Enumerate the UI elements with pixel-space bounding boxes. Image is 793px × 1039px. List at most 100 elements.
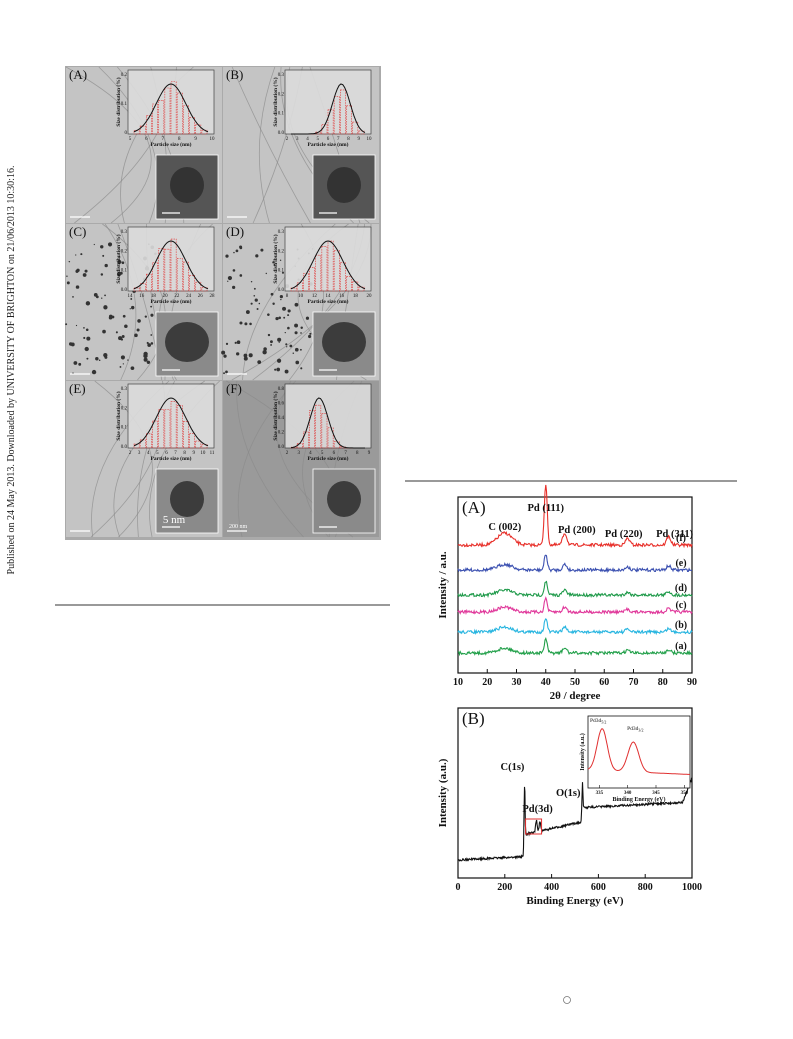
curve-label: (f): [676, 533, 686, 544]
particle: [131, 305, 135, 310]
particle: [257, 360, 262, 364]
tem-texture: [236, 380, 304, 538]
particle: [103, 305, 108, 310]
x-tick-label: 4: [309, 451, 312, 456]
peak-name: Pd3d: [627, 726, 639, 732]
xps-curve: [457, 777, 693, 862]
panel-label: (B): [226, 67, 243, 82]
x-tick-label: 8: [183, 451, 186, 456]
x-tick-label: 30: [512, 677, 522, 688]
particle: [119, 256, 121, 258]
x-tick-label: 3: [138, 451, 141, 456]
x-tick-label: 8: [286, 294, 289, 299]
y-axis-title: Size distribution (%): [272, 77, 279, 126]
y-tick-label: 0.3: [121, 387, 128, 392]
particle: [258, 302, 261, 305]
particle: [275, 316, 279, 321]
panel-label: (D): [226, 224, 244, 239]
particle: [100, 245, 104, 249]
particle: [276, 358, 282, 363]
nanoparticle: [322, 322, 366, 362]
x-tick-label: 22: [174, 294, 180, 299]
x-tick-label: 24: [186, 294, 192, 299]
particle: [85, 328, 89, 332]
x-tick-label: 2: [286, 137, 289, 142]
y-tick-label: 0.2: [278, 249, 285, 254]
particle: [137, 319, 141, 323]
y-tick-label: 0.3: [278, 73, 285, 78]
hist-box: [127, 69, 215, 135]
peak-label: Pd3d3/2: [627, 726, 643, 733]
particle: [265, 272, 267, 275]
particle: [136, 328, 140, 332]
peak-label: C (002): [488, 522, 521, 533]
hist-bar: [152, 420, 158, 449]
x-tick-label: 6: [333, 451, 336, 456]
particle: [120, 355, 125, 360]
hist-bar: [346, 276, 352, 292]
y-axis-title: Intensity (a.u.): [579, 733, 586, 771]
x-tick-label: 18: [151, 294, 157, 299]
x-tick-label: 4: [306, 137, 309, 142]
hist-bar: [315, 254, 322, 292]
particle: [82, 273, 87, 277]
peak-label: Pd(3d): [522, 804, 553, 815]
particle: [232, 285, 236, 289]
particle: [272, 261, 275, 264]
particle: [100, 273, 104, 276]
particle: [305, 316, 310, 320]
x-tick-label: 335: [596, 791, 604, 796]
x-axis-title: 2θ / degree: [550, 690, 601, 702]
particle: [84, 269, 88, 273]
x-tick-label: 16: [139, 294, 145, 299]
hist-bar: [139, 283, 146, 292]
x-tick-label: 50: [570, 677, 580, 688]
x-tick-label: 5: [156, 451, 159, 456]
x-axis-title: Particle size (nm): [308, 455, 349, 462]
particle: [93, 243, 95, 246]
nanoparticle: [165, 322, 209, 362]
hist-bar: [158, 248, 165, 292]
particle: [270, 340, 273, 344]
y-tick-label: 0.0: [278, 445, 285, 450]
x-tick-label: 400: [544, 882, 559, 893]
particle: [130, 366, 135, 371]
particle: [239, 274, 243, 277]
x-tick-label: 600: [591, 882, 606, 893]
particle: [65, 323, 68, 326]
peak-label: O(1s): [556, 788, 581, 799]
hist-bar: [303, 273, 309, 292]
particle: [283, 316, 286, 319]
particle: [130, 298, 133, 300]
y-tick-label: 0.0: [278, 288, 285, 293]
particle: [70, 342, 75, 347]
x-tick-label: 40: [541, 677, 551, 688]
particle: [104, 294, 106, 297]
particle: [115, 331, 118, 334]
x-tick-label: 14: [128, 294, 134, 299]
hist-bar: [152, 103, 158, 135]
y-axis-title: Size distribution (%): [272, 234, 279, 283]
particle: [121, 261, 125, 265]
curve-label: (e): [675, 558, 686, 569]
particle: [72, 296, 74, 298]
particle: [272, 302, 275, 305]
particle: [248, 353, 253, 358]
x-tick-label: 10: [453, 677, 463, 688]
x-tick-label: 2: [286, 451, 289, 456]
y-tick-label: 0.3: [278, 230, 285, 235]
particle: [294, 331, 298, 335]
hist-bar: [183, 105, 189, 135]
x-tick-label: 10: [200, 451, 206, 456]
peak-label: C(1s): [500, 762, 524, 773]
particle: [300, 332, 302, 334]
particle: [287, 326, 290, 330]
tem-texture: [258, 66, 276, 224]
x-tick-label: 2: [129, 451, 132, 456]
curve-label: (b): [675, 620, 687, 631]
particle: [279, 259, 282, 261]
particle: [289, 344, 293, 348]
xrd-curve: [457, 636, 693, 657]
particle: [300, 326, 303, 329]
x-tick-label: 90: [687, 677, 697, 688]
